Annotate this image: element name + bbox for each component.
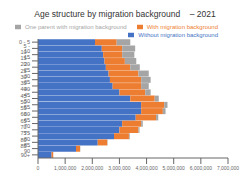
svg-text:5,000,000: 5,000,000 bbox=[163, 165, 185, 171]
svg-text:70 -75: 70 -75 bbox=[21, 124, 31, 135]
svg-text:80 -85: 80 -85 bbox=[21, 137, 31, 149]
svg-text:30 -35: 30 -35 bbox=[21, 74, 31, 86]
svg-text:0 - 5: 0 - 5 bbox=[19, 39, 30, 45]
svg-text:4,000,000: 4,000,000 bbox=[135, 165, 157, 171]
svg-text:2,000,000: 2,000,000 bbox=[81, 165, 103, 171]
svg-text:10 -15: 10 -15 bbox=[21, 49, 31, 61]
svg-text:35 -40: 35 -40 bbox=[21, 80, 31, 92]
svg-text:50 -55: 50 -55 bbox=[21, 99, 31, 111]
svg-text:0: 0 bbox=[37, 165, 40, 171]
svg-text:7,000,000: 7,000,000 bbox=[217, 165, 239, 171]
svg-text:85 -90: 85 -90 bbox=[21, 143, 31, 155]
svg-text:45 -50: 45 -50 bbox=[21, 93, 31, 105]
svg-text:20 -25: 20 -25 bbox=[21, 61, 31, 73]
svg-text:6,000,000: 6,000,000 bbox=[190, 165, 212, 171]
svg-text:65 -70: 65 -70 bbox=[21, 118, 31, 129]
svg-text:25 -30: 25 -30 bbox=[21, 68, 31, 80]
svg-text:40 -45: 40 -45 bbox=[21, 86, 31, 98]
svg-text:3,000,000: 3,000,000 bbox=[108, 165, 130, 171]
svg-text:55 -60: 55 -60 bbox=[21, 105, 31, 117]
svg-text:60 -65: 60 -65 bbox=[21, 111, 31, 123]
svg-text:1,000,000: 1,000,000 bbox=[54, 165, 76, 171]
svg-text:75 -80: 75 -80 bbox=[21, 130, 31, 142]
svg-text:15 -20: 15 -20 bbox=[21, 55, 31, 67]
